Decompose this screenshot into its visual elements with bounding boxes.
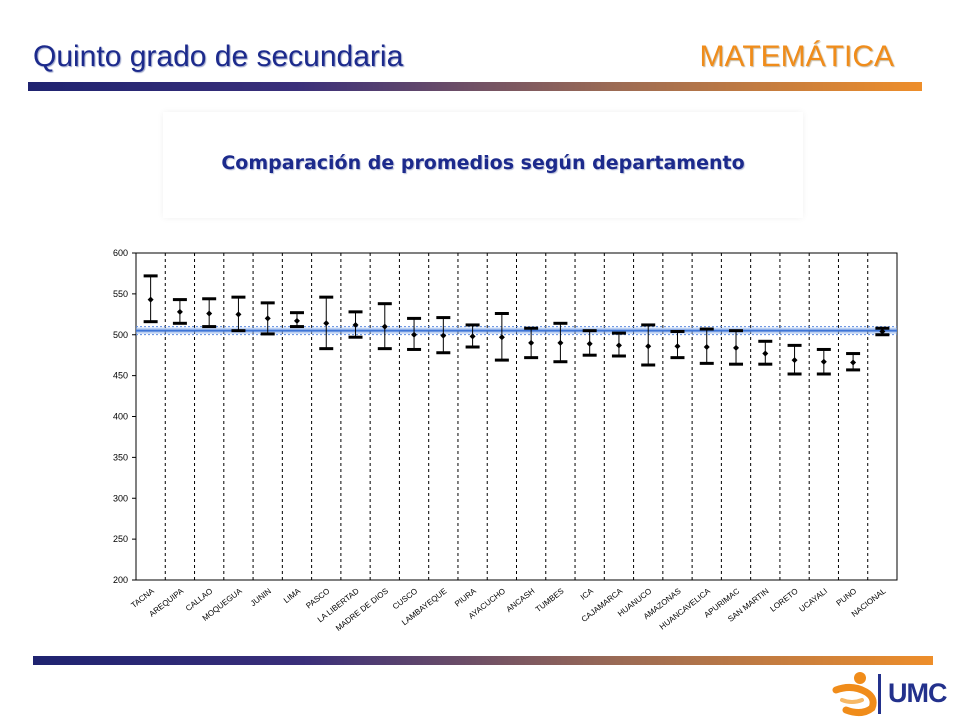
mean-point [381,323,388,330]
mean-point [557,339,564,346]
mean-point [850,359,857,366]
page-title: Quinto grado de secundaria [33,40,404,73]
mean-point [352,321,359,328]
x-tick-label: JUNIN [249,586,273,608]
error-bars [143,274,890,376]
subject-title: MATEMÁTICA [699,40,894,73]
mean-point [820,358,827,365]
x-tick-label: PASCO [304,586,331,610]
y-tick-label: 600 [113,248,128,258]
mean-point [586,340,593,347]
chart-title-box: Comparación de promedios según departame… [163,112,803,218]
y-tick-label: 500 [113,330,128,340]
x-tick-label: LORETO [768,586,799,613]
chart-axes [132,252,898,581]
mean-point [645,343,652,350]
x-tick-label: PIURA [453,586,478,609]
mean-point [206,310,213,317]
umc-logo-icon [832,672,881,717]
y-tick-label: 300 [113,493,128,503]
y-tick-label: 350 [113,452,128,462]
mean-point [615,342,622,349]
footer-gradient-band [33,656,933,665]
x-tick-label: HUANCAVELICA [658,586,713,631]
mean-point [293,317,300,324]
mean-point [323,320,330,327]
y-tick-label: 450 [113,371,128,381]
x-tick-label: TACNA [129,586,156,610]
mean-point [879,328,886,335]
mean-point [469,333,476,340]
mean-point [674,343,681,350]
logo-text: UMC [888,678,947,708]
chart-grid [164,253,869,580]
mean-point [411,331,418,338]
mean-point [264,315,271,322]
mean-point [762,350,769,357]
x-tick-label: ICA [579,586,596,602]
mean-point [440,332,447,339]
mean-point [235,311,242,318]
header-gradient-band [28,82,922,91]
mean-point [147,296,154,303]
mean-point [528,339,535,346]
x-tick-label: LIMA [282,586,303,605]
y-tick-label: 200 [113,575,128,585]
mean-point [733,344,740,351]
y-tick-label: 550 [113,289,128,299]
x-tick-label: PUNO [835,586,859,607]
x-tick-label: TUMBES [534,586,566,614]
mean-point [703,344,710,351]
mean-point [176,308,183,315]
y-tick-label: 250 [113,534,128,544]
chart-title: Comparación de promedios según departame… [221,152,745,174]
y-tick-label: 400 [113,412,128,422]
x-tick-label: UCAYALI [797,586,829,613]
x-tick-label: ANCASH [505,586,537,614]
mean-point [791,357,798,364]
y-tick-labels: 200 250 300 350 400 450 500 550 600 [113,248,128,585]
mean-point [498,334,505,341]
reference-line-group [136,326,897,336]
x-tick-label: MADRE DE DIOS [334,586,390,633]
